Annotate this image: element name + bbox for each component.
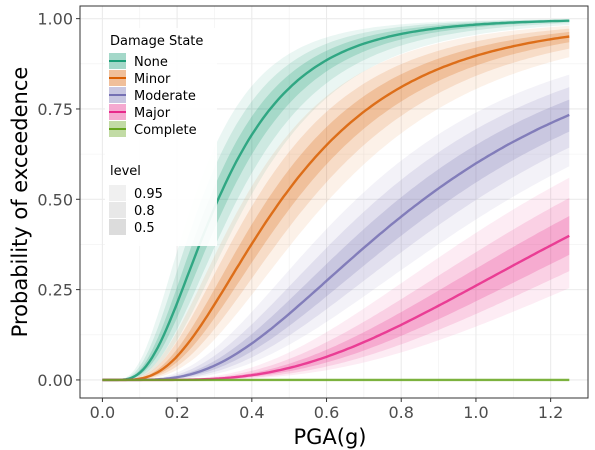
y-tick-label: 1.00	[37, 10, 73, 29]
level-key-0.5	[109, 219, 126, 235]
legend-label-minor: Minor	[134, 72, 171, 87]
level-key-0.8	[109, 202, 126, 218]
y-axis-ticks: 0.00 0.25 0.50 0.75 1.00	[37, 10, 80, 390]
series-line-minor	[102, 35, 570, 382]
ribbon-minor-0.95	[102, 25, 570, 380]
level-legend-items: 0.95 0.8 0.5	[109, 185, 163, 236]
ribbon-major-0.8	[102, 198, 570, 380]
level-label-0.8: 0.8	[134, 204, 155, 219]
series-line-none	[102, 19, 570, 382]
x-tick-label: 0.6	[314, 403, 339, 422]
legend-label-moderate: Moderate	[134, 89, 196, 104]
series-lines	[102, 19, 570, 382]
legend-items: None Minor Moderate Major Complete	[109, 53, 197, 138]
x-axis-ticks: 0.0 0.2 0.4 0.6 0.8 1.0 1.2	[90, 398, 563, 422]
legend-title: Damage State	[110, 34, 203, 49]
x-tick-label: 0.8	[389, 403, 414, 422]
level-key-0.95	[109, 185, 126, 201]
ribbon-minor-0.5	[102, 31, 570, 380]
legend-label-none: None	[134, 55, 168, 70]
ribbon-moderate-0.8	[102, 87, 570, 380]
x-tick-label: 0.2	[164, 403, 189, 422]
x-axis-title: PGA(g)	[293, 425, 366, 449]
y-tick-label: 0.25	[37, 281, 73, 300]
y-tick-label: 0.00	[37, 371, 73, 390]
level-legend-title: level	[110, 164, 141, 179]
ribbon-minor-0.8	[102, 28, 570, 380]
y-tick-label: 0.50	[37, 190, 73, 209]
x-tick-label: 0.4	[239, 403, 264, 422]
plot-border	[79, 5, 589, 399]
level-label-0.5: 0.5	[134, 221, 155, 236]
legend-label-complete: Complete	[134, 123, 197, 138]
ribbon-moderate-0.5	[102, 99, 570, 380]
level-label-0.95: 0.95	[134, 187, 163, 202]
x-tick-label: 1.0	[463, 403, 488, 422]
legend-label-major: Major	[134, 106, 171, 121]
ribbon-major-0.5	[102, 216, 570, 380]
x-tick-label: 0.0	[90, 403, 115, 422]
legend: Damage State None Minor Moderate Major Compl…	[105, 28, 217, 246]
y-tick-label: 0.75	[37, 100, 73, 119]
ribbon-moderate-0.95	[102, 74, 570, 380]
x-tick-label: 1.2	[538, 403, 563, 422]
ribbon-major-0.95	[102, 177, 570, 380]
series-line-moderate	[102, 113, 570, 382]
y-axis-title: Probability of exceedence	[8, 67, 32, 338]
